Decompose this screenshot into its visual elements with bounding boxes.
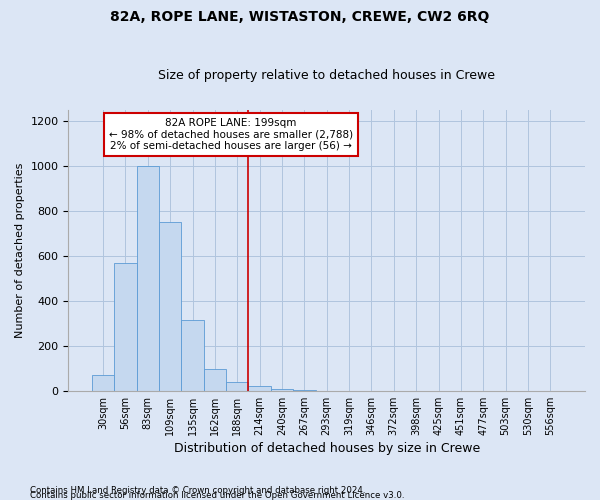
Bar <box>181 320 204 391</box>
Bar <box>137 166 159 391</box>
Bar <box>92 375 114 391</box>
Text: 82A ROPE LANE: 199sqm
← 98% of detached houses are smaller (2,788)
2% of semi-de: 82A ROPE LANE: 199sqm ← 98% of detached … <box>109 118 353 151</box>
Bar <box>114 262 137 391</box>
Y-axis label: Number of detached properties: Number of detached properties <box>15 162 25 338</box>
Text: Contains public sector information licensed under the Open Government Licence v3: Contains public sector information licen… <box>30 491 404 500</box>
Bar <box>226 382 248 391</box>
Bar <box>271 388 293 391</box>
Bar <box>159 222 181 391</box>
Bar <box>293 390 316 391</box>
Text: 82A, ROPE LANE, WISTASTON, CREWE, CW2 6RQ: 82A, ROPE LANE, WISTASTON, CREWE, CW2 6R… <box>110 10 490 24</box>
Bar <box>248 386 271 391</box>
X-axis label: Distribution of detached houses by size in Crewe: Distribution of detached houses by size … <box>173 442 480 455</box>
Text: Contains HM Land Registry data © Crown copyright and database right 2024.: Contains HM Land Registry data © Crown c… <box>30 486 365 495</box>
Bar <box>204 370 226 391</box>
Title: Size of property relative to detached houses in Crewe: Size of property relative to detached ho… <box>158 69 495 82</box>
